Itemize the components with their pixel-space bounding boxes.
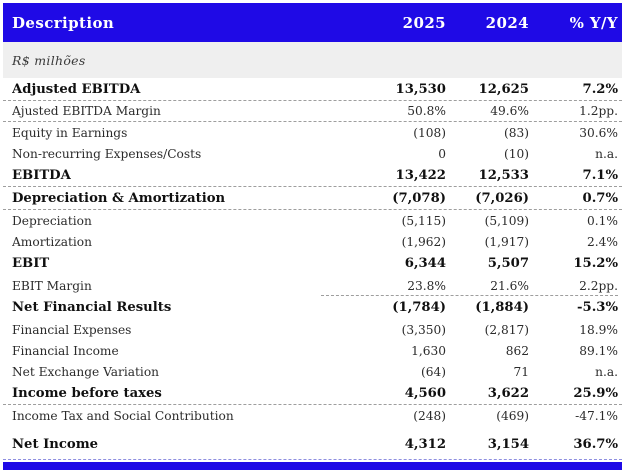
row-value-2024: 862 — [505, 343, 529, 358]
row-value-2024: 71 — [513, 364, 529, 379]
row-value-2024: 3,154 — [487, 437, 529, 452]
row-label: Net Financial Results — [12, 300, 172, 315]
row-value-2025: (1,962) — [401, 234, 446, 249]
row-label: EBIT — [12, 256, 50, 271]
table-row: Net Exchange Variation (64) 71 n.a. — [3, 361, 622, 382]
row-value-2024: (7,026) — [475, 190, 529, 206]
row-value-2025: (1,784) — [392, 300, 446, 315]
row-value-2024: 5,507 — [487, 256, 529, 271]
row-value-yoy: 2.4% — [587, 234, 618, 249]
row-value-2024: 49.6% — [490, 104, 529, 118]
table-header-row: Description 2025 2024 % Y/Y — [3, 3, 622, 42]
table-row: Equity in Earnings (108) (83) 30.6% — [3, 122, 622, 143]
row-label: Financial Expenses — [12, 322, 132, 337]
table-row: Financial Income 1,630 862 89.1% — [3, 340, 622, 361]
table-row: Income before taxes 4,560 3,622 25.9% — [3, 382, 622, 405]
row-value-2025: 4,312 — [404, 437, 446, 452]
table-row: Depreciation (5,115) (5,109) 0.1% — [3, 210, 622, 231]
row-value-2025: 23.8% — [407, 278, 446, 293]
table-row: Financial Expenses (3,350) (2,817) 18.9% — [3, 319, 622, 340]
row-label: Equity in Earnings — [12, 125, 128, 140]
row-value-yoy: 0.1% — [587, 213, 618, 228]
table-row: Net Financial Results (1,784) (1,884) -5… — [3, 296, 622, 319]
row-value-yoy: 18.9% — [579, 322, 618, 337]
row-value-yoy: 7.1% — [582, 167, 618, 183]
row-value-2025: (248) — [413, 408, 446, 423]
row-value-2024: 12,533 — [478, 167, 529, 183]
row-value-2025: 4,560 — [404, 385, 446, 401]
header-col-yoy: % Y/Y — [569, 13, 618, 32]
table-footer — [3, 459, 622, 470]
row-value-2025: 13,530 — [395, 81, 446, 97]
row-value-2025: 13,422 — [395, 167, 446, 183]
row-label: Financial Income — [12, 343, 119, 358]
table-row: Non-recurring Expenses/Costs 0 (10) n.a. — [3, 143, 622, 164]
table-row: EBITDA 13,422 12,533 7.1% — [3, 164, 622, 187]
table-row: Adjusted EBITDA 13,530 12,625 7.2% — [3, 78, 622, 101]
row-value-2024: 3,622 — [487, 385, 529, 401]
row-value-yoy: 7.2% — [582, 81, 618, 97]
row-label: EBITDA — [12, 167, 71, 183]
row-value-yoy: -47.1% — [575, 408, 618, 423]
header-description: Description — [12, 13, 115, 32]
table-row: EBIT 6,344 5,507 15.2% — [3, 252, 622, 275]
footer-dashed-divider — [3, 459, 622, 460]
row-label: Depreciation & Amortization — [12, 190, 226, 206]
units-label: R$ milhões — [12, 52, 86, 68]
row-value-yoy: 1.2pp. — [579, 104, 618, 118]
row-label: Net Income — [12, 437, 99, 452]
row-value-2024: 12,625 — [478, 81, 529, 97]
row-value-2024: (10) — [503, 146, 529, 161]
table-row: Depreciation & Amortization (7,078) (7,0… — [3, 187, 622, 210]
row-value-2025: 0 — [438, 146, 446, 161]
row-label: Non-recurring Expenses/Costs — [12, 146, 202, 161]
row-value-2024: (5,109) — [484, 213, 529, 228]
row-value-yoy: 15.2% — [573, 256, 618, 271]
row-value-2025: (3,350) — [401, 322, 446, 337]
row-value-2024: (1,884) — [475, 300, 529, 315]
row-value-yoy: 2.2pp. — [579, 278, 618, 293]
row-value-yoy: n.a. — [595, 146, 618, 161]
table-row: Amortization (1,962) (1,917) 2.4% — [3, 231, 622, 252]
row-value-2025: (108) — [413, 125, 446, 140]
row-label: EBIT Margin — [12, 278, 92, 293]
row-label: Amortization — [12, 234, 92, 249]
table-row: Income Tax and Social Contribution (248)… — [3, 405, 622, 426]
row-value-yoy: 0.7% — [582, 190, 618, 206]
row-label: Depreciation — [12, 213, 92, 228]
row-value-2025: (7,078) — [392, 190, 446, 206]
row-value-2025: (64) — [420, 364, 446, 379]
row-label: Adjusted EBITDA — [12, 81, 141, 97]
row-value-2025: 1,630 — [411, 343, 446, 358]
row-value-2024: (83) — [503, 125, 529, 140]
row-value-2024: (469) — [496, 408, 529, 423]
row-value-yoy: n.a. — [595, 364, 618, 379]
row-value-2024: 21.6% — [490, 278, 529, 293]
table-row: Ajusted EBITDA Margin 50.8% 49.6% 1.2pp. — [3, 101, 622, 122]
table-row: Net Income 4,312 3,154 36.7% — [3, 433, 622, 456]
row-value-yoy: -5.3% — [577, 300, 618, 315]
header-col-2024: 2024 — [485, 13, 529, 32]
row-value-2025: 50.8% — [407, 104, 446, 118]
row-label: Ajusted EBITDA Margin — [12, 104, 161, 118]
row-value-2025: 6,344 — [404, 256, 446, 271]
row-value-yoy: 89.1% — [579, 343, 618, 358]
row-label: Net Exchange Variation — [12, 364, 160, 379]
footer-accent-bar — [3, 462, 622, 470]
row-value-yoy: 25.9% — [573, 385, 618, 401]
header-col-2025: 2025 — [402, 13, 446, 32]
table-row: EBIT Margin 23.8% 21.6% 2.2pp. — [3, 275, 622, 296]
row-value-2025: (5,115) — [401, 213, 446, 228]
row-label: Income Tax and Social Contribution — [12, 408, 234, 423]
row-value-2024: (2,817) — [484, 322, 529, 337]
table-body: Adjusted EBITDA 13,530 12,625 7.2% Ajust… — [3, 78, 622, 456]
row-value-yoy: 36.7% — [573, 437, 618, 452]
units-row: R$ milhões — [3, 42, 622, 78]
row-value-yoy: 30.6% — [579, 125, 618, 140]
row-value-2024: (1,917) — [484, 234, 529, 249]
row-label: Income before taxes — [12, 385, 162, 401]
